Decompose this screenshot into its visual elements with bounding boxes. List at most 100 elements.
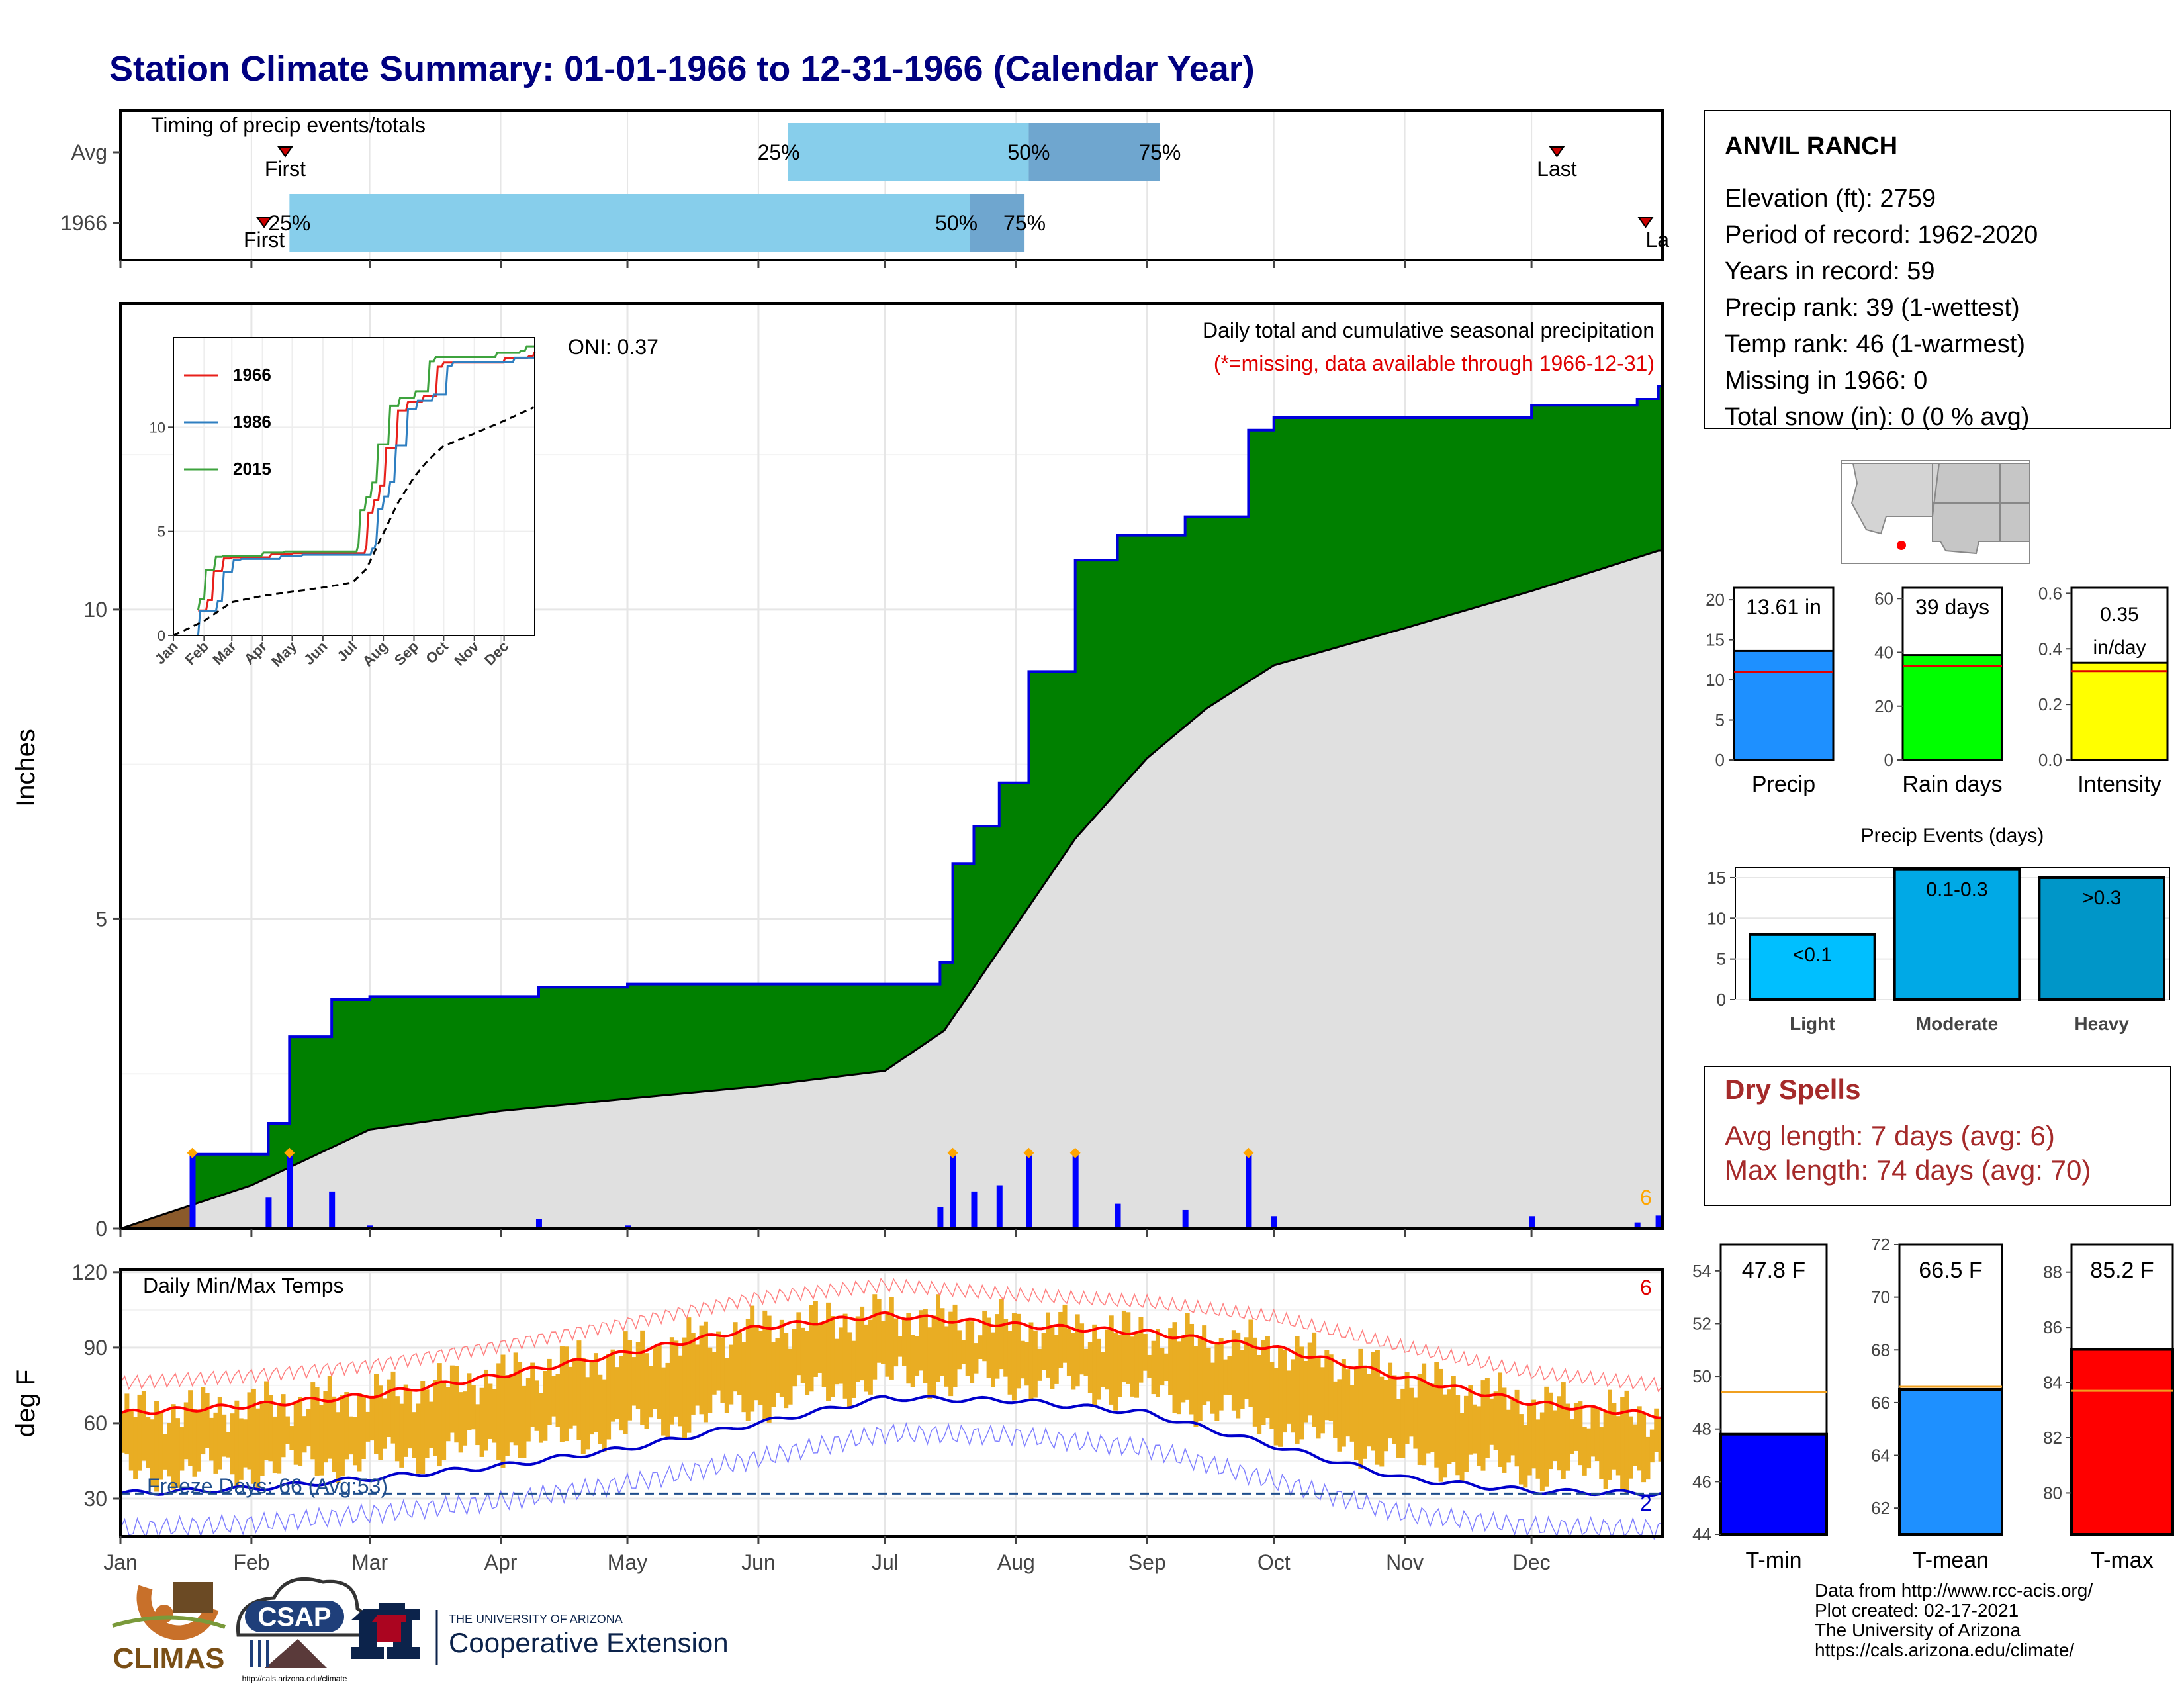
- tick-label: 0: [1715, 750, 1725, 770]
- daily-temp-bar: [1443, 1394, 1448, 1478]
- daily-temp-bar: [1455, 1395, 1461, 1476]
- daily-temp-bar: [995, 1314, 1000, 1379]
- daily-temp-bar: [961, 1340, 966, 1364]
- daily-temp-bar: [314, 1387, 320, 1476]
- temp-value-label: 66.5 F: [1919, 1258, 1982, 1283]
- daily-temp-bar: [302, 1416, 307, 1453]
- tick-label: 66: [1871, 1393, 1890, 1413]
- daily-temp-bar: [745, 1318, 751, 1421]
- daily-temp-bar: [1333, 1381, 1338, 1438]
- event-bar-label: 0.1-0.3: [1926, 879, 1987, 901]
- event-bar: [2038, 876, 2165, 1001]
- tick-label: 10: [150, 419, 165, 436]
- observed-cumulative-line: [120, 385, 1662, 1230]
- timing-title: Timing of precip events/totals: [151, 113, 426, 137]
- daily-temp-bar: [614, 1367, 619, 1419]
- quantile-label: 25%: [268, 211, 310, 235]
- daily-temp-bar: [1185, 1313, 1190, 1400]
- inset-average-line: [173, 406, 535, 637]
- timing-bar-upper: [1028, 123, 1160, 181]
- daily-temp-bar: [876, 1299, 882, 1363]
- daily-temp-bar: [640, 1330, 645, 1425]
- daily-temp-bar: [394, 1396, 400, 1462]
- daily-temp-bar: [1168, 1328, 1173, 1395]
- daily-temp-bar: [1087, 1342, 1093, 1393]
- mini-bar: [1733, 649, 1835, 761]
- month-axis: Jan Feb Mar Apr May Jun Jul Aug Sep Oct Nov Dec: [103, 1229, 1551, 1574]
- daily-temp-bar: [1641, 1412, 1647, 1483]
- daily-temp-bar: [1523, 1425, 1528, 1488]
- mini-chart-label: Rain days: [1902, 772, 2002, 797]
- daily-temp-bar: [1624, 1390, 1629, 1494]
- average-cumulative-area: [120, 551, 1662, 1229]
- daily-temp-bar: [547, 1358, 552, 1425]
- daily-temp-bar: [1083, 1348, 1089, 1376]
- daily-temp-bar: [1312, 1332, 1317, 1427]
- quantile-label: 50%: [935, 211, 978, 235]
- heavy-event-marker: [1243, 1147, 1254, 1158]
- daily-temp-bar: [682, 1337, 687, 1438]
- daily-temp-bar: [986, 1317, 991, 1378]
- tick-label: 0: [1884, 750, 1893, 770]
- daily-temp-bar: [365, 1411, 371, 1442]
- quantile-label: 25%: [758, 140, 800, 164]
- daily-temp-bar: [657, 1344, 662, 1419]
- daily-temp-bar: [619, 1356, 624, 1431]
- daily-temp-bar: [711, 1352, 717, 1395]
- heavy-event-marker: [284, 1147, 295, 1158]
- daily-temp-bar: [424, 1389, 430, 1459]
- temp-count-red: 6: [1640, 1276, 1652, 1299]
- tick-label: Jan: [152, 638, 181, 667]
- daily-temp-bar: [382, 1398, 387, 1449]
- month-label: Sep: [1128, 1550, 1166, 1574]
- tick-label: 90: [83, 1336, 107, 1360]
- daily-temp-bar: [1358, 1348, 1363, 1469]
- daily-temp-bar: [1434, 1362, 1439, 1468]
- daily-temp-bar: [1210, 1362, 1215, 1414]
- temp-bar: [1898, 1388, 2003, 1536]
- daily-temp-bar: [729, 1344, 734, 1405]
- daily-temp-bar: [1032, 1330, 1038, 1398]
- station-line: Precip rank: 39 (1-wettest): [1725, 294, 2020, 322]
- daily-temp-bar: [1447, 1389, 1452, 1464]
- tick-label: Nov: [451, 637, 482, 669]
- tick-label: 84: [2043, 1373, 2062, 1393]
- daily-temp-bar: [653, 1346, 658, 1409]
- timing-bar-lower: [788, 123, 1029, 181]
- credit-line: https://cals.arizona.edu/climate/: [1815, 1640, 2074, 1660]
- daily-temp-bar: [631, 1357, 637, 1406]
- daily-temp-bar: [1518, 1414, 1524, 1485]
- daily-temp-bar: [1599, 1427, 1604, 1479]
- daily-temp-bar: [1206, 1348, 1211, 1402]
- daily-temp-bar: [1633, 1424, 1638, 1466]
- average-max-line: [120, 1311, 1663, 1419]
- quantile-label: 50%: [1007, 140, 1050, 164]
- tick-label: 0.2: [2038, 694, 2062, 714]
- tick-label: 80: [2043, 1483, 2062, 1503]
- precip-panel-subtitle: (*=missing, data available through 1966-…: [1214, 352, 1655, 375]
- tick-label: 0.4: [2038, 639, 2062, 659]
- daily-temp-bar: [1637, 1406, 1642, 1471]
- daily-temp-bar: [766, 1315, 772, 1423]
- daily-temp-bar: [1514, 1389, 1520, 1467]
- daily-temp-bar: [259, 1401, 265, 1476]
- daily-temp-bar: [788, 1348, 793, 1405]
- daily-temp-bar: [1320, 1367, 1325, 1434]
- mini-chart-label: Intensity: [2077, 772, 2161, 797]
- daily-temp-bar: [1303, 1360, 1308, 1423]
- daily-precip-bar: [265, 1197, 272, 1229]
- daily-temp-bar: [416, 1403, 421, 1474]
- event-category-label: Heavy: [2074, 1013, 2129, 1034]
- daily-temp-bar: [1261, 1340, 1266, 1425]
- daily-temp-bar: [982, 1310, 987, 1362]
- daily-temp-bar: [1240, 1350, 1245, 1409]
- daily-temp-bar: [201, 1387, 206, 1455]
- daily-temp-bar: [910, 1335, 915, 1387]
- temperature-summary-bars: 47.8 F 44 46 48 50 52 54 T-min 66.5 F 62 64 66 68 70 7…: [1692, 1235, 2174, 1573]
- daily-temp-bar: [1282, 1350, 1287, 1433]
- tick-label: Dec: [481, 638, 512, 669]
- tick-label: 46: [1692, 1472, 1711, 1491]
- daily-temp-bar: [1151, 1340, 1156, 1395]
- daily-temp-bar: [374, 1374, 379, 1454]
- daily-temp-bar: [758, 1331, 763, 1405]
